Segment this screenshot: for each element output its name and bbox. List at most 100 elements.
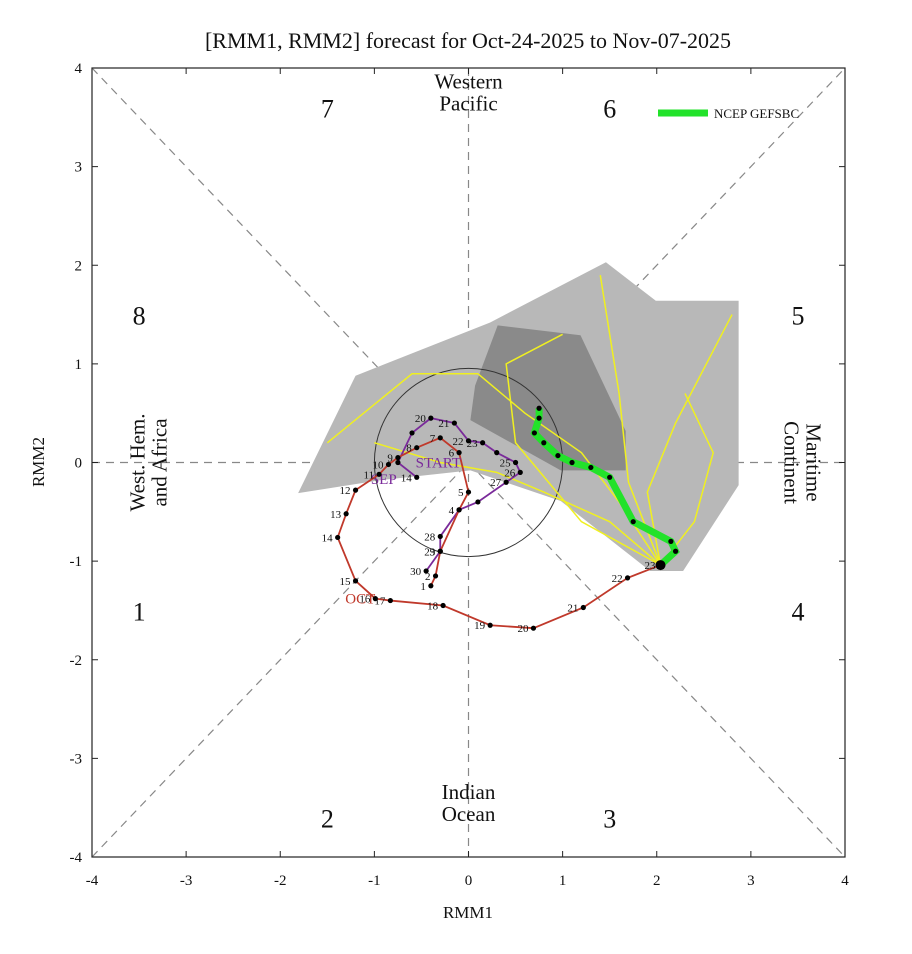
phase-label: 7 [321, 94, 334, 123]
series-point [480, 440, 486, 446]
day-label: 14 [401, 472, 413, 484]
x-tick-label: 0 [465, 873, 473, 889]
series-point [335, 534, 341, 541]
series-point [372, 596, 378, 602]
series-point [668, 538, 674, 545]
day-label: 9 [387, 453, 393, 465]
y-tick-label: 1 [75, 357, 83, 373]
x-tick-label: 3 [747, 873, 755, 889]
region-label: Pacific [439, 92, 497, 116]
x-axis-label: RMM1 [443, 903, 493, 922]
series-point [588, 464, 594, 471]
series-point [465, 438, 472, 444]
y-tick-label: 3 [75, 160, 83, 176]
series-point [437, 533, 443, 540]
region-label: and Africa [147, 418, 171, 507]
series-point [555, 452, 561, 459]
series-point [437, 435, 443, 441]
x-tick-label: -3 [180, 873, 193, 889]
series-line [396, 417, 522, 572]
region-label: Western [434, 70, 503, 94]
y-tick-label: -2 [70, 653, 83, 669]
series-point [409, 430, 415, 436]
y-tick-label: -4 [70, 850, 83, 866]
phase-label: 2 [321, 805, 334, 834]
series-point [387, 597, 393, 604]
series-point [531, 430, 537, 436]
x-tick-label: 2 [653, 873, 661, 889]
day-label: 23 [467, 438, 479, 450]
series-point [343, 511, 349, 517]
day-label: 20 [517, 623, 529, 635]
series-point [475, 499, 481, 505]
x-tick-label: -4 [86, 873, 99, 889]
y-tick-label: -3 [70, 751, 83, 767]
unit-circle [373, 367, 564, 558]
day-label: 14 [322, 532, 334, 544]
y-tick-label: 4 [75, 61, 83, 77]
ensemble-member [505, 333, 661, 566]
phase-label: 8 [133, 302, 146, 331]
legend-label: NCEP GEFSBC [714, 106, 799, 121]
series-point [428, 415, 434, 421]
series-point [465, 489, 472, 495]
day-label: 1 [420, 581, 426, 593]
region-label: West. Hem. [125, 413, 149, 511]
day-label: 28 [424, 531, 436, 543]
day-label: 10 [372, 459, 384, 471]
chart-title: [RMM1, RMM2] forecast for Oct-24-2025 to… [205, 28, 731, 53]
series-point [607, 474, 613, 480]
series-point [423, 568, 429, 574]
series-name: OCT [345, 592, 375, 608]
series-point [395, 459, 401, 466]
series-point [414, 474, 420, 480]
phase-label: 4 [791, 597, 804, 626]
day-label: 23 [645, 560, 657, 572]
day-label: 27 [490, 477, 502, 489]
day-label: 2 [425, 571, 431, 583]
x-tick-label: -2 [274, 873, 287, 889]
series-point [630, 519, 636, 525]
x-tick-label: 4 [841, 873, 849, 889]
series-point [414, 445, 420, 451]
series-point [456, 507, 462, 513]
day-label: 5 [458, 487, 464, 499]
phase-label: 6 [603, 94, 616, 123]
x-tick-label: 1 [559, 873, 567, 889]
phase-label: 3 [603, 805, 616, 834]
y-tick-label: 0 [75, 456, 83, 472]
day-label: 7 [430, 433, 436, 445]
day-label: 17 [374, 596, 386, 608]
day-label: 25 [500, 458, 512, 470]
day-label: 16 [359, 594, 371, 606]
series-point [428, 583, 434, 589]
series-point [352, 578, 359, 584]
day-label: 21 [438, 418, 449, 430]
series-point [624, 575, 631, 581]
y-tick-label: 2 [75, 258, 83, 274]
day-label: 26 [504, 467, 516, 479]
day-label: 6 [449, 448, 455, 460]
day-label: 13 [330, 509, 342, 521]
series-point [487, 622, 493, 628]
phase-label: 1 [133, 597, 146, 626]
day-label: 15 [340, 576, 352, 588]
day-label: 29 [424, 546, 436, 558]
region-label: Ocean [442, 802, 496, 826]
series-point [395, 454, 401, 461]
series-point [503, 479, 509, 485]
ensemble-member [374, 442, 662, 566]
region-label: Continent [780, 421, 804, 504]
series-point [385, 461, 392, 468]
series-point [456, 450, 462, 456]
day-label: 8 [406, 443, 412, 455]
day-label: 12 [340, 485, 351, 497]
day-label: 18 [427, 601, 439, 613]
day-label: 22 [453, 436, 464, 448]
day-label: 21 [567, 602, 578, 614]
series-point [376, 471, 382, 477]
series-point [512, 459, 519, 466]
day-label: 30 [410, 566, 422, 578]
region-label: Indian [442, 780, 496, 804]
